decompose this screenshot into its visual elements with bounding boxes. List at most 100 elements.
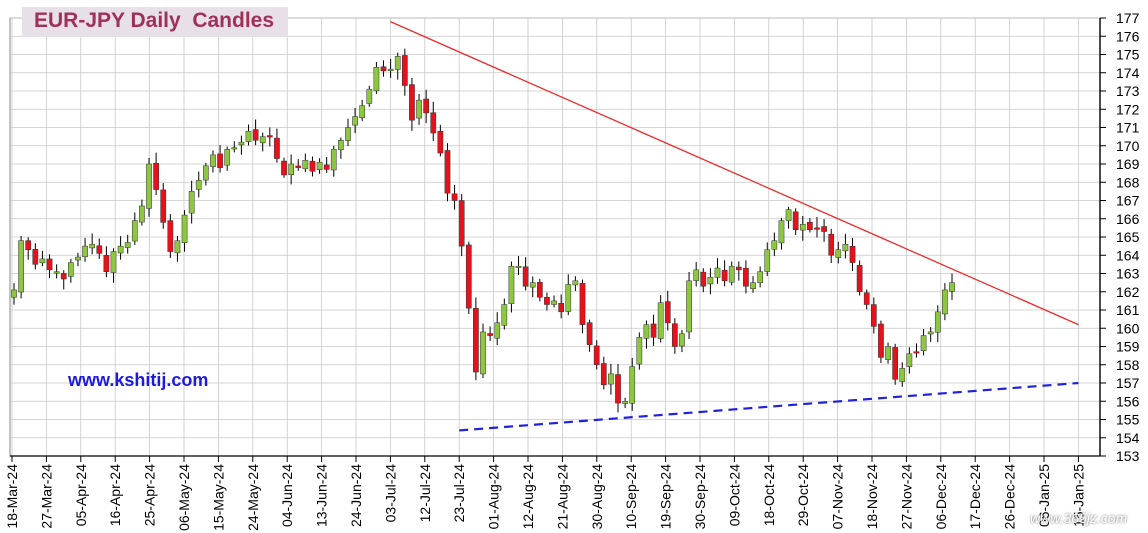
candle-down [46, 258, 53, 271]
candle-up [764, 249, 771, 272]
candle-down [664, 301, 671, 324]
x-tick-label: 06-Jan-25 [1036, 464, 1052, 527]
candle-down [252, 129, 259, 141]
y-tick-label: 157 [1116, 375, 1140, 391]
candle-down [266, 135, 273, 138]
candle-down [743, 267, 749, 287]
x-tick-label: 24-Jun-24 [348, 464, 364, 527]
candle-down [650, 323, 657, 338]
candle-down [814, 227, 820, 230]
y-tick-label: 162 [1116, 284, 1140, 300]
candle-down [878, 323, 884, 358]
candle-up [238, 141, 245, 146]
x-tick-label: 12-Aug-24 [520, 464, 536, 530]
candle-down [25, 240, 32, 251]
candle-up [508, 265, 515, 304]
candle-up [195, 180, 202, 190]
x-tick-label: 15-Jan-25 [1070, 464, 1086, 527]
site-label[interactable]: www.kshitij.com [68, 370, 209, 390]
candle-up [316, 161, 323, 170]
candle-down [217, 153, 223, 168]
candle-down [792, 211, 799, 230]
candle-up [203, 165, 209, 181]
candle-up [750, 282, 756, 289]
candle-up [75, 256, 81, 261]
candle-down [451, 193, 458, 201]
candle-down [863, 292, 870, 305]
y-tick-label: 175 [1116, 47, 1140, 63]
y-tick-label: 159 [1116, 339, 1140, 355]
y-tick-label: 165 [1116, 229, 1140, 245]
candle-up [117, 245, 124, 254]
candle-down [544, 297, 550, 305]
candle-down [558, 303, 565, 313]
candle-up [359, 105, 366, 119]
candle-up [245, 130, 252, 142]
x-tick-label: 17-Dec-24 [967, 464, 983, 530]
x-tick-label: 25-Apr-24 [142, 464, 158, 526]
candle-down [615, 374, 621, 404]
x-tick-label: 05-Apr-24 [73, 464, 89, 526]
x-tick-label: 13-Jun-24 [314, 464, 330, 527]
candle-up [906, 353, 913, 367]
y-tick-label: 154 [1116, 430, 1140, 446]
candle-up [338, 140, 344, 151]
candle-down [522, 266, 529, 287]
candle-down [536, 282, 543, 298]
candle-up [124, 242, 131, 248]
candle-down [323, 164, 330, 170]
x-tick-label: 04-Jun-24 [279, 464, 295, 527]
resistance-trendline [390, 21, 1079, 326]
x-tick-label: 18-Oct-24 [761, 464, 777, 526]
y-tick-label: 167 [1116, 193, 1140, 209]
trendlines [390, 21, 1079, 432]
x-tick-label: 16-Apr-24 [107, 464, 123, 526]
candle-up [231, 147, 238, 150]
candle-up [629, 366, 636, 404]
x-tick-label: 03-Jul-24 [382, 464, 398, 523]
x-tick-label: 19-Sep-24 [658, 464, 674, 530]
candle-down [103, 255, 110, 272]
candle-up [608, 373, 614, 385]
candle-up [210, 154, 216, 167]
x-tick-label: 29-Oct-24 [795, 464, 811, 526]
candle-up [387, 68, 394, 71]
candle-up [636, 337, 643, 365]
candle-up [11, 289, 17, 298]
candle-down [423, 98, 430, 114]
x-tick-label: 21-Aug-24 [554, 464, 570, 530]
candle-up [771, 240, 778, 250]
y-tick-label: 170 [1116, 138, 1140, 154]
candle-up [110, 251, 117, 273]
candle-up [927, 331, 934, 335]
y-tick-label: 172 [1116, 101, 1140, 117]
candle-up [515, 265, 522, 268]
candle-up [259, 136, 266, 144]
x-tick-label: 12-Jul-24 [417, 464, 433, 523]
candle-up [885, 346, 891, 360]
candle-up [302, 160, 309, 170]
y-tick-label: 168 [1116, 174, 1140, 190]
x-tick-label: 18-Mar-24 [4, 464, 20, 529]
candle-up [572, 280, 579, 286]
candle-up [181, 214, 188, 243]
candle-down [437, 130, 444, 154]
candle-down [807, 221, 813, 230]
y-tick-label: 155 [1116, 412, 1140, 428]
candle-up [679, 333, 685, 347]
candle-up [39, 258, 46, 264]
candle-down [721, 270, 728, 282]
candle-up [366, 88, 373, 104]
candle-down [828, 233, 835, 256]
candle-down [487, 333, 493, 336]
candle-up [89, 244, 96, 249]
candle-down [821, 226, 827, 232]
x-tick-label: 27-Nov-24 [898, 464, 914, 530]
candle-down [700, 271, 707, 287]
candle-up [352, 116, 358, 126]
candle-up [416, 99, 422, 119]
x-tick-label: 10-Sep-24 [623, 464, 639, 530]
candle-down [160, 189, 167, 223]
